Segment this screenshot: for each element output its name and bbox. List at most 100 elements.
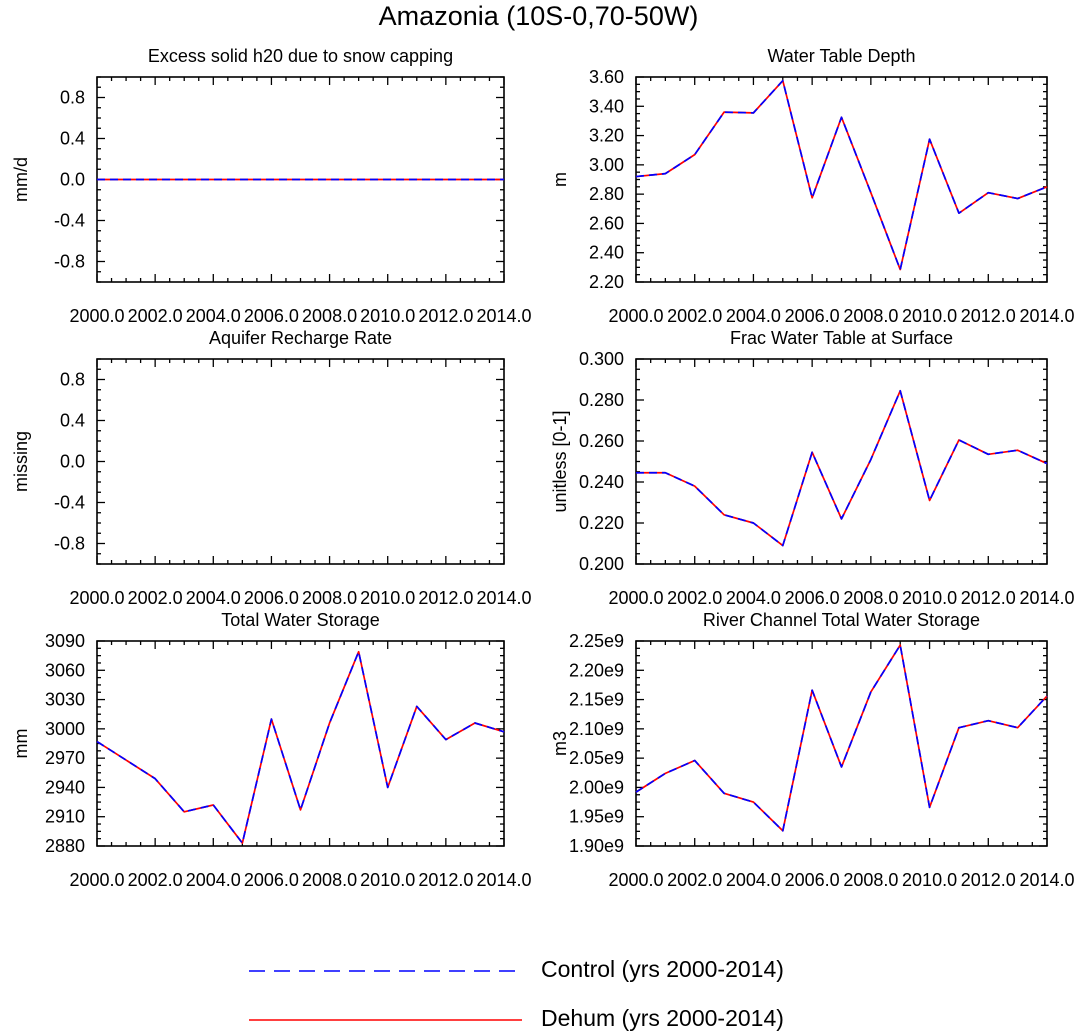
x-tick-label: 2012.0 — [961, 870, 1016, 890]
y-axis-label: mm/d — [11, 157, 31, 202]
panel-title: Water Table Depth — [767, 46, 915, 66]
panel-frac-water-table: Frac Water Table at Surface unitless [0-1… — [550, 328, 1075, 608]
y-tick-label: 2.20e9 — [569, 660, 624, 680]
y-tick-label: 0.8 — [60, 370, 85, 390]
x-tick-label: 2012.0 — [418, 870, 473, 890]
x-tick-label: 2014.0 — [476, 306, 531, 326]
legend-label-dehum: Dehum (yrs 2000-2014) — [541, 1005, 784, 1031]
panel-title: River Channel Total Water Storage — [703, 610, 980, 630]
x-tick-label: 2000.0 — [69, 306, 124, 326]
y-tick-label: -0.4 — [54, 211, 85, 231]
y-axis-label: mm — [11, 729, 31, 759]
y-tick-label: 2.25e9 — [569, 631, 624, 651]
x-tick-label: 2002.0 — [667, 870, 722, 890]
panel-aquifer-recharge: Aquifer Recharge Rate missing 2000.0 2002.0… — [11, 328, 532, 608]
x-tick-label: 2004.0 — [726, 306, 781, 326]
y-tick-label: 0.300 — [579, 349, 624, 369]
y-tick-label: 3.40 — [589, 96, 624, 116]
x-tick-label: 2000.0 — [608, 306, 663, 326]
y-tick-label: 2.80 — [589, 184, 624, 204]
x-tick-label: 2004.0 — [726, 588, 781, 608]
x-tick-label: 2010.0 — [902, 870, 957, 890]
y-tick-label: 1.90e9 — [569, 836, 624, 856]
panel-snow-capping: Excess solid h20 due to snow capping mm/d… — [11, 46, 532, 326]
y-tick-label: 0.4 — [60, 129, 85, 149]
x-tick-label: 2014.0 — [476, 870, 531, 890]
y-tick-label: 2.05e9 — [569, 748, 624, 768]
y-axis-label: unitless [0-1] — [550, 410, 570, 512]
x-tick-label: 2010.0 — [902, 306, 957, 326]
x-tick-label: 2010.0 — [360, 306, 415, 326]
y-tick-label: -0.4 — [54, 493, 85, 513]
y-tick-label: 3000 — [45, 719, 85, 739]
x-tick-label: 2002.0 — [667, 588, 722, 608]
panel-water-table-depth: Water Table Depth m 2000.0 2002.0 2004.0 2006… — [550, 46, 1075, 326]
y-tick-label: 0.240 — [579, 472, 624, 492]
y-tick-label: 2970 — [45, 748, 85, 768]
y-tick-label: 0.0 — [60, 170, 85, 190]
y-tick-label: -0.8 — [54, 252, 85, 272]
x-tick-label: 2004.0 — [186, 870, 241, 890]
y-tick-label: 3090 — [45, 631, 85, 651]
y-axis-label: m3 — [550, 731, 570, 756]
y-tick-label: 3030 — [45, 690, 85, 710]
y-tick-label: 2.10e9 — [569, 719, 624, 739]
x-tick-label: 2006.0 — [785, 870, 840, 890]
x-tick-label: 2008.0 — [302, 588, 357, 608]
panel-title: Frac Water Table at Surface — [730, 328, 953, 348]
y-tick-label: 2880 — [45, 836, 85, 856]
y-tick-label: 0.8 — [60, 88, 85, 108]
x-tick-label: 2014.0 — [1019, 870, 1074, 890]
x-tick-label: 2008.0 — [843, 306, 898, 326]
x-tick-label: 2008.0 — [302, 306, 357, 326]
x-tick-label: 2006.0 — [244, 588, 299, 608]
series-line-control — [635, 79, 1048, 271]
y-tick-label: 2.15e9 — [569, 690, 624, 710]
x-tick-label: 2010.0 — [360, 870, 415, 890]
x-tick-label: 2014.0 — [476, 588, 531, 608]
y-tick-label: 2.00e9 — [569, 777, 624, 797]
y-tick-label: 3.60 — [589, 67, 624, 87]
figure-title: Amazonia (10S-0,70-50W) — [378, 1, 699, 31]
y-tick-label: -0.8 — [54, 534, 85, 554]
panel-title: Total Water Storage — [221, 610, 379, 630]
y-tick-label: 3060 — [45, 660, 85, 680]
x-tick-label: 2008.0 — [843, 870, 898, 890]
y-tick-label: 0.0 — [60, 452, 85, 472]
x-tick-label: 2014.0 — [1019, 588, 1074, 608]
panel-river-channel-storage: River Channel Total Water Storage m3 2000.… — [550, 610, 1075, 890]
x-tick-label: 2000.0 — [608, 588, 663, 608]
panel-title: Excess solid h20 due to snow capping — [148, 46, 453, 66]
y-axis-label: missing — [11, 431, 31, 492]
x-tick-label: 2004.0 — [186, 588, 241, 608]
y-tick-label: 0.220 — [579, 513, 624, 533]
series-line-control — [635, 644, 1048, 832]
y-tick-label: 0.280 — [579, 390, 624, 410]
series-line-control — [636, 389, 1048, 547]
x-tick-label: 2002.0 — [128, 306, 183, 326]
x-tick-label: 2006.0 — [785, 306, 840, 326]
legend-label-control: Control (yrs 2000-2014) — [541, 956, 784, 982]
x-tick-label: 2012.0 — [418, 306, 473, 326]
y-tick-label: 3.20 — [589, 126, 624, 146]
x-tick-label: 2002.0 — [128, 870, 183, 890]
y-tick-label: 0.200 — [579, 554, 624, 574]
x-tick-label: 2004.0 — [726, 870, 781, 890]
x-tick-label: 2014.0 — [1019, 306, 1074, 326]
x-tick-label: 2006.0 — [244, 306, 299, 326]
x-tick-label: 2006.0 — [244, 870, 299, 890]
y-tick-label: 2940 — [45, 777, 85, 797]
x-tick-label: 2010.0 — [360, 588, 415, 608]
x-tick-label: 2006.0 — [785, 588, 840, 608]
x-tick-label: 2000.0 — [69, 870, 124, 890]
y-axis-label: m — [550, 172, 570, 187]
y-tick-label: 0.4 — [60, 411, 85, 431]
series-line-control — [96, 650, 505, 844]
x-tick-label: 2012.0 — [961, 306, 1016, 326]
y-tick-label: 2.40 — [589, 243, 624, 263]
x-tick-label: 2008.0 — [302, 870, 357, 890]
x-tick-label: 2000.0 — [608, 870, 663, 890]
x-tick-label: 2002.0 — [667, 306, 722, 326]
